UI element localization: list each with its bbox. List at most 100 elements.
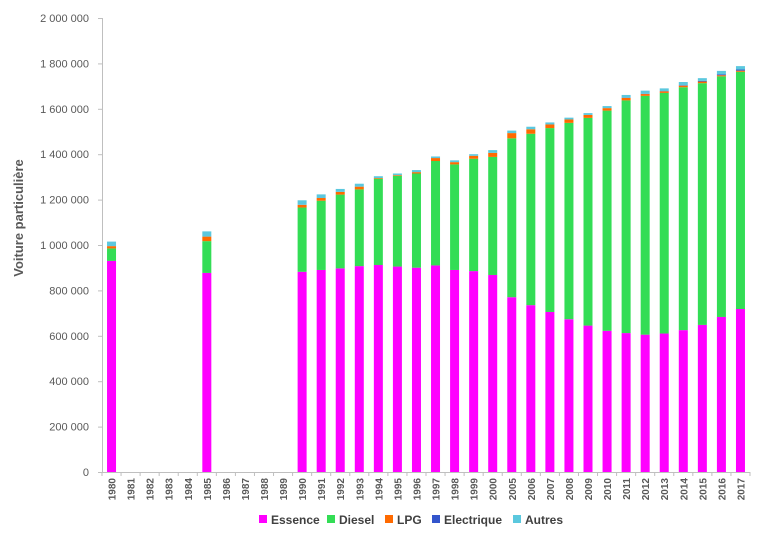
bar-segment-lpg	[659, 91, 669, 93]
legend-item-essence: Essence	[259, 513, 320, 527]
bar-segment-essence	[316, 269, 326, 472]
bar-segment-lpg	[297, 204, 307, 208]
bar-segment-diesel	[716, 76, 726, 317]
bar-group-1991	[316, 194, 326, 472]
bar-segment-essence	[583, 325, 593, 472]
bar-segment-diesel	[526, 133, 536, 306]
x-tick-label: 1994	[374, 478, 385, 501]
legend-item-diesel: Diesel	[327, 513, 374, 527]
legend-label: Electrique	[444, 513, 502, 527]
bar-segment-autres	[526, 126, 536, 130]
y-tick-label: 800 000	[49, 285, 89, 297]
bar-segment-essence	[526, 305, 536, 472]
bar-group-2014	[678, 82, 688, 472]
bar-segment-diesel	[469, 158, 479, 272]
bar-segment-autres	[411, 170, 421, 173]
bar-group-2011	[621, 94, 631, 472]
bar-group-2000	[488, 150, 498, 472]
bar-segment-lpg	[621, 97, 631, 101]
bar-segment-essence	[716, 316, 726, 472]
bar-segment-diesel	[697, 83, 707, 325]
legend-item-autres: Autres	[513, 513, 563, 527]
bar-segment-autres	[297, 200, 307, 205]
y-tick-label: 600 000	[49, 331, 89, 343]
bar-segment-autres	[697, 78, 707, 81]
bar-segment-essence	[602, 330, 612, 472]
bar-group-1997	[431, 156, 441, 472]
legend-item-electrique: Electrique	[432, 513, 502, 527]
x-tick-label: 1985	[203, 478, 214, 501]
bar-segment-autres	[488, 150, 498, 153]
bar-segment-lpg	[469, 155, 479, 159]
y-tick-label: 1 400 000	[40, 149, 89, 161]
bar-segment-lpg	[507, 133, 517, 139]
bar-group-2016	[716, 70, 726, 472]
y-tick-label: 1 200 000	[40, 195, 89, 207]
bar-segment-diesel	[202, 241, 212, 273]
legend-label: Essence	[271, 513, 320, 527]
bars	[107, 66, 745, 472]
legend-swatch	[513, 515, 521, 523]
bar-segment-diesel	[545, 128, 555, 312]
bar-segment-diesel	[354, 189, 364, 267]
bar-segment-essence	[373, 264, 383, 472]
bar-group-2017	[735, 66, 745, 472]
bar-segment-lpg	[545, 124, 555, 129]
bar-group-1985	[202, 231, 212, 472]
bar-segment-lpg	[335, 191, 345, 195]
bar-segment-diesel	[373, 178, 383, 265]
bar-group-2013	[659, 88, 669, 472]
bar-segment-essence	[450, 269, 460, 472]
bar-segment-diesel	[564, 122, 574, 320]
bar-segment-autres	[621, 94, 631, 98]
bar-segment-autres	[450, 160, 460, 163]
bar-group-1990	[297, 200, 307, 472]
x-tick-label: 2008	[565, 478, 576, 501]
bar-segment-lpg	[526, 129, 536, 134]
x-tick-label: 1999	[470, 478, 481, 501]
x-tick-label: 1982	[146, 478, 157, 501]
bar-segment-autres	[640, 90, 650, 94]
x-tick-label: 2007	[546, 478, 557, 501]
x-tick-label: 2010	[603, 478, 614, 501]
bar-segment-diesel	[602, 110, 612, 331]
bar-segment-autres	[469, 154, 479, 156]
bar-segment-lpg	[697, 81, 707, 84]
bar-segment-diesel	[678, 87, 688, 331]
bar-segment-autres	[392, 173, 402, 176]
legend: Essence Diesel LPG Electrique Autres	[259, 513, 563, 527]
bar-group-2009	[583, 113, 593, 472]
y-tick-label: 1 600 000	[40, 104, 89, 116]
x-tick-label: 1980	[108, 478, 119, 501]
x-axis-ticks: 1980 1981 1982 1983 1984 1985 1986 1987 1988 1989…	[101, 472, 751, 501]
bar-segment-autres	[678, 82, 688, 86]
bar-segment-lpg	[735, 70, 745, 72]
bar-segment-diesel	[507, 138, 517, 298]
x-tick-label: 2012	[641, 478, 652, 501]
x-tick-label: 1989	[279, 478, 290, 501]
bar-segment-lpg	[640, 94, 650, 96]
bar-segment-autres	[373, 176, 383, 179]
x-tick-label: 2016	[717, 478, 728, 501]
bar-segment-lpg	[107, 246, 117, 249]
bar-segment-essence	[392, 266, 402, 472]
legend-label: Autres	[525, 513, 563, 527]
bar-segment-essence	[431, 265, 441, 472]
bar-segment-lpg	[488, 152, 498, 157]
bar-segment-autres	[354, 183, 364, 187]
bar-segment-autres	[545, 122, 555, 125]
y-tick-label: 0	[83, 467, 89, 479]
x-tick-label: 2006	[527, 478, 538, 501]
x-tick-label: 1983	[165, 478, 176, 501]
bar-segment-lpg	[354, 186, 364, 190]
bar-segment-lpg	[202, 236, 212, 242]
bar-segment-diesel	[297, 207, 307, 272]
bar-segment-essence	[564, 319, 574, 472]
bar-segment-essence	[297, 271, 307, 472]
bar-group-2007	[545, 122, 555, 472]
legend-item-lpg: LPG	[385, 513, 422, 527]
bar-segment-essence	[411, 267, 421, 472]
x-tick-label: 1981	[127, 478, 138, 501]
bar-group-1999	[469, 154, 479, 472]
